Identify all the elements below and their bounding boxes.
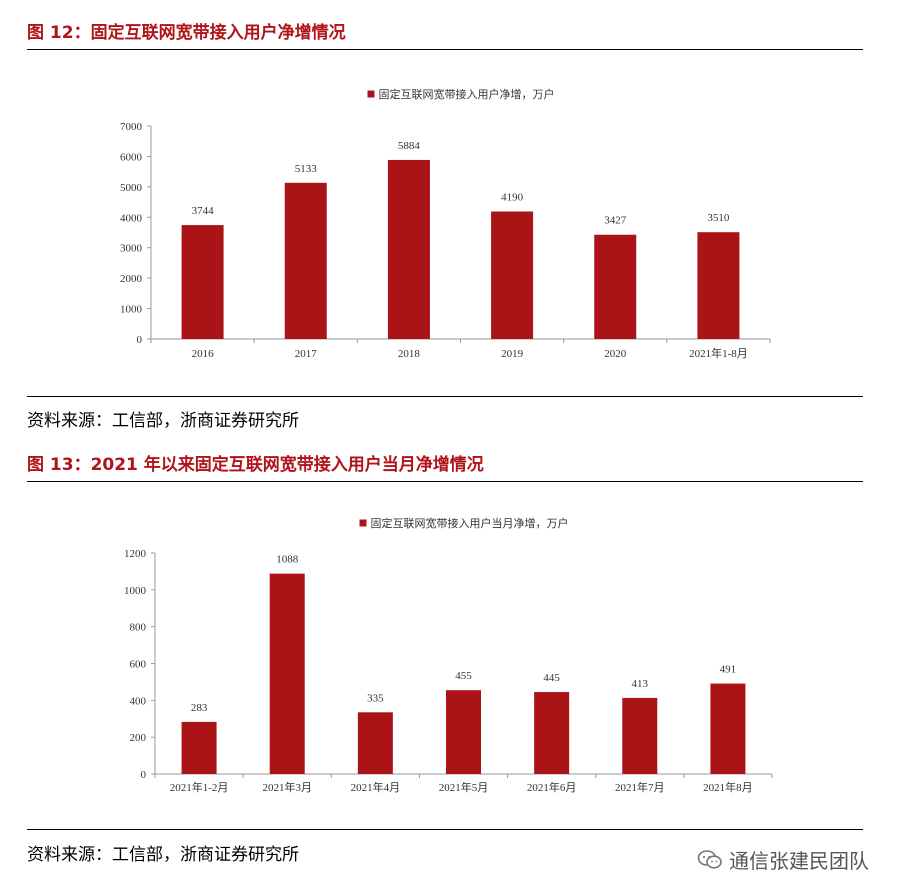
data-label: 445 xyxy=(543,672,560,684)
bar xyxy=(534,692,570,774)
chart-fixed-broadband-net-adds-annual: 固定互联网宽带接入用户净增，万户 0 1000 2000 3000 4000 5000 600… xyxy=(120,87,771,360)
bar xyxy=(697,232,740,339)
bar xyxy=(181,225,224,339)
x-tick-label: 2019 xyxy=(501,348,524,360)
bar xyxy=(491,211,534,339)
legend-label: 固定互联网宽带接入用户净增，万户 xyxy=(379,87,555,101)
figure-12-source: 资料来源：工信部，浙商证券研究所 xyxy=(27,411,299,431)
data-label: 1088 xyxy=(276,554,299,566)
x-tick-label: 2021年3月 xyxy=(262,780,312,794)
data-label: 5884 xyxy=(398,140,421,152)
data-label: 283 xyxy=(191,702,208,714)
data-label: 455 xyxy=(455,670,472,682)
figure-12-title: 图 12：固定互联网宽带接入用户净增情况 xyxy=(27,23,346,43)
bar xyxy=(446,690,481,774)
watermark: 通信张建民团队 xyxy=(697,845,869,874)
x-tick-label: 2021年5月 xyxy=(439,780,489,794)
bar xyxy=(594,234,637,339)
x-tick-label: 2020 xyxy=(604,348,627,360)
y-tick-label: 1200 xyxy=(124,548,147,560)
x-tick-label: 2016 xyxy=(192,348,215,360)
figure-13-bottom-rule xyxy=(27,829,863,830)
data-label: 335 xyxy=(367,692,384,704)
legend-label: 固定互联网宽带接入用户当月净增，万户 xyxy=(371,516,569,530)
x-tick-label: 2018 xyxy=(398,348,421,360)
data-label: 3510 xyxy=(707,212,730,224)
data-label: 413 xyxy=(632,678,649,690)
y-tick-label: 3000 xyxy=(120,243,143,255)
x-tick-label: 2021年1-2月 xyxy=(170,780,229,794)
bar xyxy=(710,683,746,774)
bar xyxy=(622,697,658,774)
data-label: 3427 xyxy=(604,215,627,227)
bar xyxy=(387,159,430,339)
chart-fixed-broadband-net-adds-monthly: 固定互联网宽带接入用户当月净增，万户 0 200 400 600 800 1000 1200 2… xyxy=(124,516,773,794)
y-tick-label: 4000 xyxy=(120,212,143,224)
y-tick-label: 5000 xyxy=(120,182,143,194)
y-tick-label: 800 xyxy=(130,622,147,634)
bar xyxy=(181,721,217,774)
figure-12-bottom-rule xyxy=(27,396,863,397)
legend-swatch xyxy=(359,519,367,527)
x-tick-label: 2021年8月 xyxy=(703,780,753,794)
y-tick-label: 200 xyxy=(130,732,147,744)
data-label: 491 xyxy=(720,664,737,676)
x-tick-label: 2021年4月 xyxy=(351,780,401,794)
bar xyxy=(284,182,327,339)
y-tick-label: 600 xyxy=(130,659,147,671)
x-tick-label: 2021年6月 xyxy=(527,780,577,794)
y-tick-label: 0 xyxy=(141,769,147,781)
figure-13-source: 资料来源：工信部，浙商证券研究所 xyxy=(27,845,299,865)
y-tick-label: 0 xyxy=(137,334,143,346)
figure-13-top-rule xyxy=(27,481,863,482)
bar xyxy=(269,573,305,774)
y-tick-label: 1000 xyxy=(124,585,147,597)
figure-13-title: 图 13：2021 年以来固定互联网宽带接入用户当月净增情况 xyxy=(27,455,484,475)
x-tick-label: 2021年1-8月 xyxy=(689,346,748,360)
data-label: 5133 xyxy=(295,163,318,175)
data-label: 3744 xyxy=(192,205,215,217)
y-tick-label: 400 xyxy=(130,695,147,707)
y-tick-label: 2000 xyxy=(120,273,143,285)
x-tick-label: 2021年7月 xyxy=(615,780,665,794)
data-label: 4190 xyxy=(501,192,524,204)
x-tick-label: 2017 xyxy=(295,348,318,360)
y-tick-label: 1000 xyxy=(120,304,143,316)
legend-swatch xyxy=(367,90,375,98)
figure-12-top-rule xyxy=(27,49,863,50)
watermark-text: 通信张建民团队 xyxy=(729,849,869,873)
bar xyxy=(357,712,393,774)
y-tick-label: 7000 xyxy=(120,121,143,133)
wechat-icon xyxy=(697,849,722,869)
y-tick-label: 6000 xyxy=(120,151,143,163)
